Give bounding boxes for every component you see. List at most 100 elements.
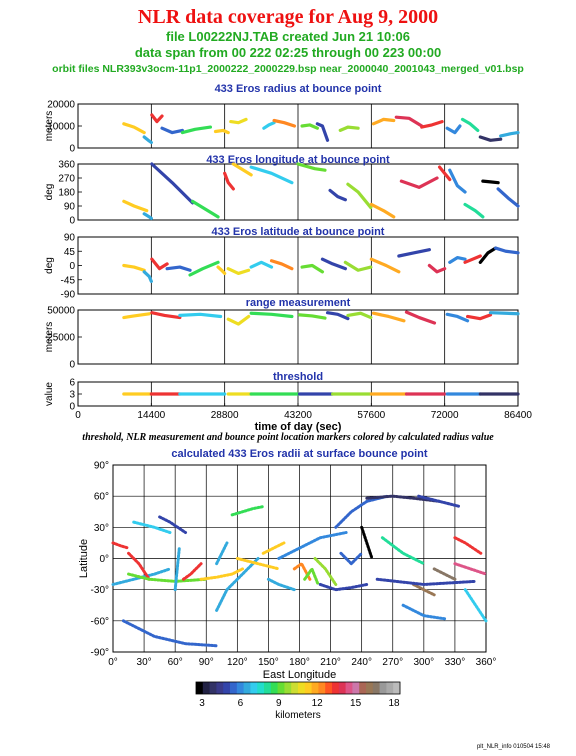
map-x-tick-label: 300° <box>413 657 434 668</box>
y-tick-label: 45 <box>64 247 76 258</box>
y-tick-label: 0 <box>69 402 75 413</box>
x-tick-label: 14400 <box>137 410 165 421</box>
data-track <box>338 125 360 132</box>
data-track <box>315 122 330 142</box>
data-track <box>371 117 396 126</box>
x-tick-label: 57600 <box>357 410 385 421</box>
y-axis-label: deg <box>44 257 55 274</box>
map-y-tick-label: -60° <box>91 616 109 627</box>
data-track <box>397 248 431 258</box>
data-track <box>150 113 164 124</box>
bounce-track <box>132 520 172 535</box>
colorbar-swatch <box>393 682 401 694</box>
data-track <box>296 162 327 172</box>
colorbar-swatch <box>359 682 367 694</box>
colorbar-swatch <box>311 682 319 694</box>
data-track <box>178 312 223 319</box>
data-track <box>481 179 500 185</box>
data-track <box>404 310 437 325</box>
bounce-track <box>158 515 188 535</box>
y-axis-label: meters <box>44 111 55 142</box>
data-track <box>427 263 447 274</box>
data-track <box>463 202 485 219</box>
data-track <box>272 118 297 128</box>
data-track <box>445 124 462 135</box>
data-track <box>249 165 294 185</box>
y-tick-label: 50000 <box>47 306 75 317</box>
bounce-track <box>375 577 478 586</box>
data-track <box>229 117 248 125</box>
data-track <box>142 270 153 283</box>
data-track <box>226 267 251 276</box>
data-track <box>325 311 350 321</box>
bounce-track <box>463 588 488 623</box>
data-track <box>142 135 153 145</box>
data-track <box>122 263 146 272</box>
y-tick-label: 0 <box>69 360 75 371</box>
y-tick-label: 90 <box>64 202 76 213</box>
data-track <box>262 121 276 130</box>
bounce-track <box>360 525 374 560</box>
y-tick-label: -90 <box>61 290 76 301</box>
colorbar-swatch <box>386 682 394 694</box>
y-tick-label: 25000 <box>47 333 75 344</box>
bounce-track <box>121 619 219 648</box>
data-track <box>369 257 401 274</box>
colorbar-swatch <box>332 682 340 694</box>
bounce-track <box>181 562 203 581</box>
colorbar-swatch <box>345 682 353 694</box>
map-title: calculated 433 Eros radii at surface bou… <box>171 448 427 460</box>
bounce-track <box>453 562 488 576</box>
figure-caption: threshold, NLR measurement and bounce po… <box>82 432 494 443</box>
map-x-tick-label: 150° <box>258 657 279 668</box>
colorbar-tick-label: 12 <box>312 698 324 709</box>
colorbar-swatch <box>196 682 204 694</box>
map-y-tick-label: -30° <box>91 585 109 596</box>
data-track <box>346 182 373 210</box>
panel-title: 433 Eros latitude at bounce point <box>212 226 385 238</box>
colorbar-swatch <box>372 682 381 694</box>
colorbar-swatch <box>257 682 265 694</box>
data-track <box>488 311 520 316</box>
colorbar-swatch <box>284 682 292 694</box>
map-y-axis-label: Latitude <box>78 539 90 578</box>
bounce-track <box>380 536 426 566</box>
x-tick-label: 43200 <box>284 410 312 421</box>
colorbar-swatch <box>270 682 279 694</box>
data-track <box>150 311 182 320</box>
colorbar-swatch <box>379 682 387 694</box>
bounce-track <box>432 567 457 581</box>
file-info: file L00222NJ.TAB created Jun 21 10:06 <box>166 29 410 44</box>
map-x-tick-label: 210° <box>320 657 341 668</box>
panel-title: range measurement <box>246 297 351 309</box>
colorbar-tick-label: 3 <box>199 698 205 709</box>
y-axis-label: meters <box>44 322 55 353</box>
x-tick-label: 86400 <box>504 410 532 421</box>
y-tick-label: 10000 <box>47 122 75 133</box>
colorbar-swatch <box>352 682 360 694</box>
map-x-tick-label: 240° <box>351 657 372 668</box>
y-tick-label: 6 <box>69 378 75 389</box>
x-axis-label: time of day (sec) <box>255 421 342 433</box>
colorbar-swatch <box>216 682 224 694</box>
bounce-track <box>411 582 436 597</box>
data-track <box>269 259 294 271</box>
data-track <box>478 246 498 264</box>
colorbar-swatch <box>236 682 245 694</box>
colorbar-swatch <box>291 682 299 694</box>
data-track <box>369 202 396 219</box>
map-x-tick-label: 30° <box>137 657 152 668</box>
data-track <box>122 199 149 213</box>
data-track <box>328 188 347 202</box>
y-tick-label: 20000 <box>47 100 75 111</box>
y-tick-label: 270 <box>58 174 75 185</box>
y-tick-label: 0 <box>69 216 75 227</box>
data-track <box>213 128 230 135</box>
colorbar-tick-label: 9 <box>276 698 282 709</box>
colorbar-swatch <box>318 682 326 694</box>
y-tick-label: 360 <box>58 160 75 171</box>
map-x-tick-label: 360° <box>476 657 497 668</box>
colorbar-swatch <box>250 682 258 694</box>
data-track <box>150 257 169 271</box>
bounce-track <box>303 567 320 586</box>
